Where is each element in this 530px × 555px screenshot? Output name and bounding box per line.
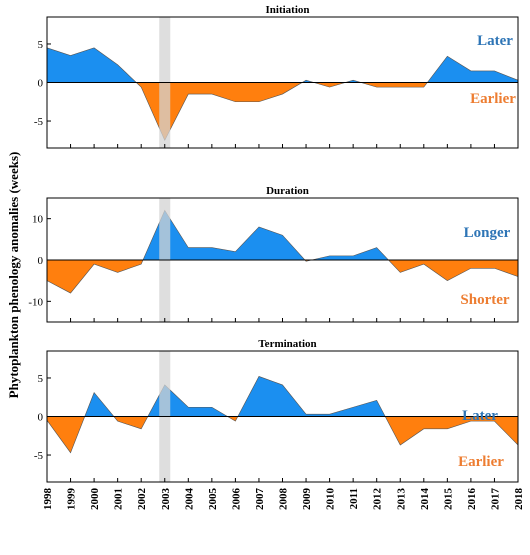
negative-area-3-2 [113,416,148,429]
x-tick-label: 2017 [489,488,501,511]
positive-label-3: Later [462,408,498,424]
y-tick-label-2: 0 [38,255,44,267]
x-tick-label: 2010 [325,488,337,511]
data-line-3 [46,376,519,454]
positive-area-1-1 [47,47,137,83]
y-tick-label-3: 5 [38,373,44,385]
x-tick-label: 2001 [113,488,125,510]
y-tick-label-2: 10 [32,214,44,226]
negative-area-1-2 [313,82,346,88]
negative-area-3-4 [385,416,518,446]
x-tick-label: 2006 [230,488,242,511]
negative-label-2: Shorter [460,292,509,308]
x-tick-label: 1998 [42,488,54,511]
x-tick-label: 2002 [136,488,148,511]
panel-title-2: Duration [266,185,309,197]
positive-area-1-3 [345,80,361,83]
x-tick-label: 2016 [466,488,478,511]
x-tick-label: 2007 [254,488,266,511]
x-tick-label: 2004 [183,488,195,511]
positive-area-2-1 [143,210,305,260]
panel-title-1: Initiation [265,4,309,16]
y-tick-label-3: 0 [38,412,44,424]
negative-area-2-1 [47,260,144,294]
x-tick-label: 1999 [66,488,78,511]
panel-title-3: Termination [258,338,316,350]
data-line-1 [46,47,519,141]
x-tick-label: 2000 [89,488,101,511]
x-tick-label: 2011 [348,488,360,509]
positive-label-2: Longer [464,225,511,241]
negative-area-2-3 [388,260,518,281]
negative-label-1: Earlier [470,91,516,107]
positive-area-3-3 [237,376,386,417]
negative-area-1-1 [136,82,303,141]
x-tick-label: 2009 [301,488,313,511]
x-tick-label: 2013 [395,488,407,511]
x-tick-label: 2008 [278,488,290,511]
x-tick-label: 2014 [419,488,431,511]
y-tick-label-3: -5 [34,450,44,462]
data-line-2 [46,209,519,294]
y-tick-label-1: 5 [38,39,44,51]
positive-area-2-2 [311,247,389,260]
positive-label-1: Later [477,33,513,49]
y-axis-label: Phytoplankton phenology anomalies (weeks… [6,152,21,399]
negative-area-1-3 [361,82,428,88]
negative-area-3-3 [227,416,238,422]
negative-label-3: Earlier [458,454,504,470]
y-tick-label-2: -10 [28,296,43,308]
x-tick-label: 2012 [372,488,384,511]
positive-area-1-4 [427,56,518,83]
negative-area-3-1 [47,416,85,453]
x-tick-label: 2005 [207,488,219,511]
x-tick-label: 2003 [160,488,172,511]
y-tick-label-1: -5 [34,116,44,128]
x-tick-label: 2018 [513,488,525,511]
y-tick-label-1: 0 [38,78,44,90]
x-tick-label: 2015 [442,488,454,511]
